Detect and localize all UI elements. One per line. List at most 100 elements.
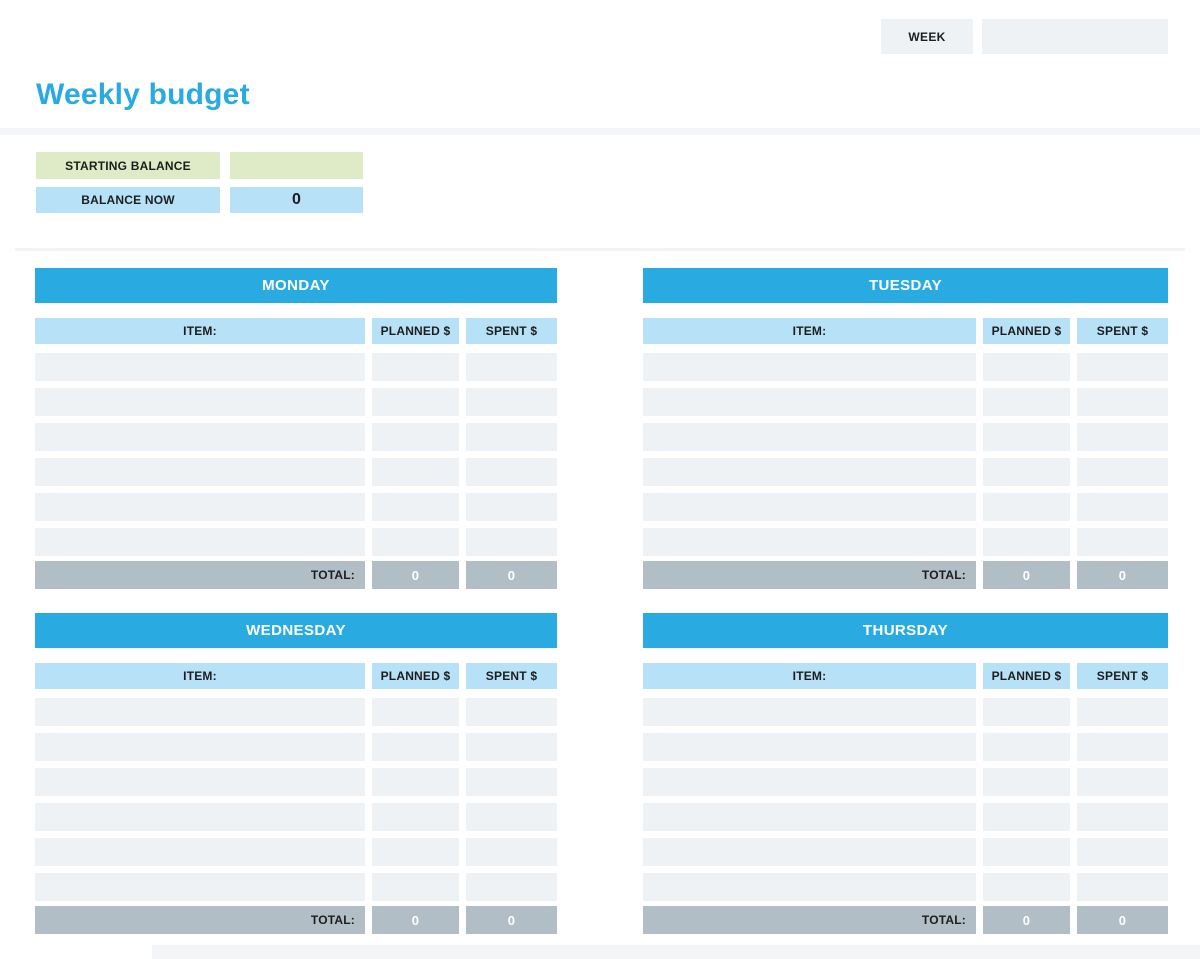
item-cell[interactable] bbox=[643, 873, 976, 901]
planned-cell[interactable] bbox=[372, 493, 459, 521]
item-cell[interactable] bbox=[35, 733, 365, 761]
spent-cell[interactable] bbox=[466, 873, 557, 901]
day-header: MONDAY bbox=[35, 268, 557, 303]
spent-cell[interactable] bbox=[466, 838, 557, 866]
table-row bbox=[643, 768, 1168, 796]
week-label-cell: WEEK bbox=[881, 19, 973, 54]
starting-balance-value-cell[interactable] bbox=[230, 152, 363, 179]
planned-cell[interactable] bbox=[983, 733, 1070, 761]
table-row bbox=[643, 838, 1168, 866]
spent-cell[interactable] bbox=[466, 698, 557, 726]
planned-cell[interactable] bbox=[372, 803, 459, 831]
item-cell[interactable] bbox=[35, 493, 365, 521]
column-header-row: ITEM: PLANNED $ SPENT $ bbox=[35, 663, 557, 689]
planned-cell[interactable] bbox=[372, 458, 459, 486]
total-row: TOTAL: 0 0 bbox=[35, 906, 557, 934]
planned-cell[interactable] bbox=[983, 423, 1070, 451]
item-cell[interactable] bbox=[643, 423, 976, 451]
table-row bbox=[35, 698, 557, 726]
spent-cell[interactable] bbox=[1077, 873, 1168, 901]
planned-cell[interactable] bbox=[983, 458, 1070, 486]
column-header-item: ITEM: bbox=[643, 663, 976, 689]
planned-cell[interactable] bbox=[372, 353, 459, 381]
item-cell[interactable] bbox=[35, 698, 365, 726]
item-cell[interactable] bbox=[35, 353, 365, 381]
item-cell[interactable] bbox=[35, 388, 365, 416]
planned-cell[interactable] bbox=[372, 423, 459, 451]
spent-cell[interactable] bbox=[466, 423, 557, 451]
item-cell[interactable] bbox=[643, 493, 976, 521]
section-divider bbox=[15, 248, 1185, 251]
table-row bbox=[643, 803, 1168, 831]
item-cell[interactable] bbox=[35, 528, 365, 556]
spent-cell[interactable] bbox=[1077, 733, 1168, 761]
planned-cell[interactable] bbox=[983, 528, 1070, 556]
spent-cell[interactable] bbox=[1077, 388, 1168, 416]
planned-cell[interactable] bbox=[983, 873, 1070, 901]
spent-cell[interactable] bbox=[466, 353, 557, 381]
spent-cell[interactable] bbox=[1077, 768, 1168, 796]
spent-cell[interactable] bbox=[466, 733, 557, 761]
planned-cell[interactable] bbox=[372, 698, 459, 726]
spent-cell[interactable] bbox=[466, 493, 557, 521]
day-header: TUESDAY bbox=[643, 268, 1168, 303]
planned-cell[interactable] bbox=[372, 733, 459, 761]
spent-cell[interactable] bbox=[1077, 698, 1168, 726]
item-cell[interactable] bbox=[35, 838, 365, 866]
planned-cell[interactable] bbox=[983, 768, 1070, 796]
spent-cell[interactable] bbox=[466, 803, 557, 831]
total-label: TOTAL: bbox=[643, 561, 976, 589]
item-cell[interactable] bbox=[35, 458, 365, 486]
spent-cell[interactable] bbox=[1077, 353, 1168, 381]
planned-cell[interactable] bbox=[983, 838, 1070, 866]
item-cell[interactable] bbox=[643, 838, 976, 866]
planned-cell[interactable] bbox=[983, 353, 1070, 381]
table-row bbox=[643, 528, 1168, 556]
column-header-row: ITEM: PLANNED $ SPENT $ bbox=[643, 663, 1168, 689]
item-cell[interactable] bbox=[35, 423, 365, 451]
total-spent-value: 0 bbox=[1077, 906, 1168, 934]
planned-cell[interactable] bbox=[372, 838, 459, 866]
item-cell[interactable] bbox=[35, 768, 365, 796]
item-cell[interactable] bbox=[643, 458, 976, 486]
spent-cell[interactable] bbox=[1077, 493, 1168, 521]
total-spent-value: 0 bbox=[1077, 561, 1168, 589]
column-header-item: ITEM: bbox=[643, 318, 976, 344]
spent-cell[interactable] bbox=[1077, 423, 1168, 451]
table-row bbox=[643, 423, 1168, 451]
table-row bbox=[643, 458, 1168, 486]
total-label: TOTAL: bbox=[643, 906, 976, 934]
planned-cell[interactable] bbox=[983, 493, 1070, 521]
planned-cell[interactable] bbox=[983, 698, 1070, 726]
spent-cell[interactable] bbox=[466, 528, 557, 556]
planned-cell[interactable] bbox=[983, 388, 1070, 416]
item-cell[interactable] bbox=[643, 528, 976, 556]
item-cell[interactable] bbox=[643, 768, 976, 796]
item-cell[interactable] bbox=[35, 873, 365, 901]
planned-cell[interactable] bbox=[372, 873, 459, 901]
total-label: TOTAL: bbox=[35, 906, 365, 934]
spent-cell[interactable] bbox=[466, 768, 557, 796]
item-cell[interactable] bbox=[643, 353, 976, 381]
item-cell[interactable] bbox=[35, 803, 365, 831]
item-cell[interactable] bbox=[643, 803, 976, 831]
column-header-row: ITEM: PLANNED $ SPENT $ bbox=[643, 318, 1168, 344]
column-header-item: ITEM: bbox=[35, 318, 365, 344]
planned-cell[interactable] bbox=[372, 528, 459, 556]
spent-cell[interactable] bbox=[1077, 803, 1168, 831]
item-cell[interactable] bbox=[643, 698, 976, 726]
day-table-tuesday: TUESDAY ITEM: PLANNED $ SPENT $ TOTAL: 0 0 bbox=[643, 268, 1168, 589]
spent-cell[interactable] bbox=[1077, 838, 1168, 866]
spent-cell[interactable] bbox=[466, 458, 557, 486]
item-cell[interactable] bbox=[643, 733, 976, 761]
spent-cell[interactable] bbox=[1077, 528, 1168, 556]
planned-cell[interactable] bbox=[983, 803, 1070, 831]
planned-cell[interactable] bbox=[372, 388, 459, 416]
week-value-cell[interactable] bbox=[982, 19, 1168, 54]
spent-cell[interactable] bbox=[1077, 458, 1168, 486]
planned-cell[interactable] bbox=[372, 768, 459, 796]
total-row: TOTAL: 0 0 bbox=[643, 906, 1168, 934]
spent-cell[interactable] bbox=[466, 388, 557, 416]
item-cell[interactable] bbox=[643, 388, 976, 416]
day-table-monday: MONDAY ITEM: PLANNED $ SPENT $ TOTAL: 0 0 bbox=[35, 268, 557, 589]
